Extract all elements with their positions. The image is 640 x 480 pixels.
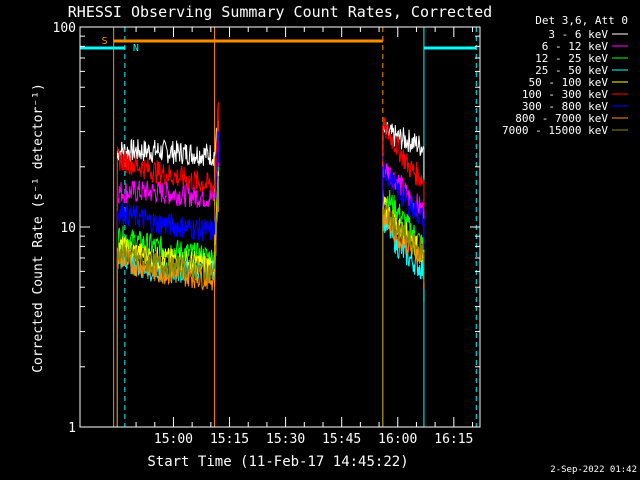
legend-entry-label: 3 - 6 keV (548, 28, 608, 41)
x-tick-label: 15:00 (154, 432, 193, 447)
y-tick-label: 1 (68, 421, 76, 436)
marks-layer: NS (79, 27, 477, 427)
series-line (116, 143, 219, 208)
legend-entry-label: 300 - 800 keV (522, 100, 608, 113)
flag-label: N (133, 43, 139, 54)
y-tick-label: 100 (53, 21, 76, 36)
x-tick-label: 16:15 (434, 432, 473, 447)
legend-entry-label: 7000 - 15000 keV (502, 124, 608, 137)
x-tick-label: 15:15 (210, 432, 249, 447)
series-line (382, 203, 425, 261)
flag-label: S (102, 36, 108, 47)
legend-entry-label: 50 - 100 keV (529, 76, 609, 89)
legend-header: Det 3,6, Att 0 (535, 14, 628, 27)
legend-entry-label: 12 - 25 keV (535, 52, 608, 65)
axes: 15:00 15:15 15:30 15:45 16:00 16:15 1 10 100 (53, 21, 481, 447)
series-line (116, 120, 219, 166)
series-line (382, 156, 425, 227)
x-tick-label: 16:00 (378, 432, 417, 447)
x-axis-label: Start Time (11-Feb-17 14:45:22) (147, 454, 408, 470)
legend-entry-label: 6 - 12 keV (542, 40, 609, 53)
footer-date: 2-Sep-2022 01:42 (550, 465, 637, 475)
y-axis-label: Corrected Count Rate (s⁻¹ detector⁻¹) (31, 83, 46, 373)
legend-entry-label: 100 - 300 keV (522, 88, 608, 101)
legend-entry-label: 25 - 50 keV (535, 64, 608, 77)
y-tick-label: 10 (60, 221, 76, 236)
series-line (382, 158, 425, 221)
x-tick-label: 15:45 (322, 432, 361, 447)
plot-frame (79, 26, 481, 428)
series-line (382, 116, 425, 187)
series-line (382, 121, 425, 156)
series-line (116, 102, 219, 195)
x-tick-label: 15:30 (266, 432, 305, 447)
legend-entry-label: 800 - 7000 keV (515, 112, 608, 125)
series-line (116, 131, 219, 242)
series-line (116, 166, 219, 270)
series-line (116, 175, 219, 284)
chart-title: RHESSI Observing Summary Count Rates, Co… (68, 3, 492, 21)
